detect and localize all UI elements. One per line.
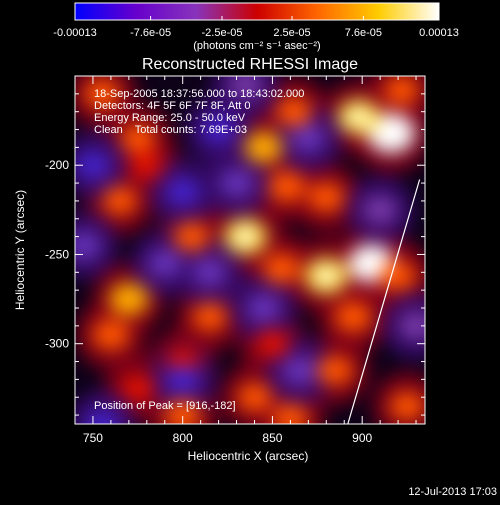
heatmap-coldspot (399, 311, 425, 340)
heatmap-hotspot (120, 123, 156, 153)
colorbar-tick-label: 7.6e-05 (345, 27, 382, 39)
heatmap-coldspot (85, 410, 119, 424)
heatmap-coldspot (75, 231, 101, 260)
chart-title: Reconstructed RHESSI Image (142, 56, 358, 73)
axes: 750 800 850 900 -200 -250 -300 (45, 75, 425, 445)
y-tick-label: -300 (45, 337, 69, 351)
annotation-detectors: Detectors: 4F 5F 6F 7F 8F, Att 0 (94, 100, 251, 112)
annotation-time-range: 18-Sep-2005 18:37:56.000 to 18:43:02.000 (94, 88, 304, 100)
heatmap-peak-core (348, 108, 370, 126)
heatmap-coldspot (228, 76, 263, 99)
heatmap-coldspot (219, 169, 254, 198)
heatmap-peak-core (359, 253, 383, 273)
heatmap-hotspot (192, 302, 228, 332)
peak-position-label: Position of Peak = [916,-182] (94, 400, 236, 412)
x-tick-label: 900 (352, 431, 372, 445)
colorbar-tick-label: -2.5e-05 (202, 27, 243, 39)
heatmap-peak-core (234, 227, 257, 246)
y-tick-label: -200 (45, 158, 69, 172)
heatmap-hotspot (272, 403, 309, 424)
heatmap-hotspot (317, 355, 354, 386)
heatmap-hotspot (389, 391, 425, 421)
heatmap-coldspot (192, 258, 227, 287)
heatmap-hotspot (268, 171, 306, 203)
x-axis-label: Heliocentric X (arcsec) (188, 449, 309, 463)
solar-limb-line (347, 179, 421, 424)
heatmap-hotspot (275, 96, 312, 127)
colorbar-units-label: (photons cm⁻² s⁻¹ asec⁻²) (193, 40, 320, 52)
heatmap-hotspot (334, 301, 372, 333)
heatmap-hotspot (173, 221, 210, 252)
colorbar-tick-label: -0.00013 (53, 27, 96, 39)
heatmap-hotspot (109, 282, 149, 316)
heatmap-coldspot (165, 365, 200, 394)
y-axis-label: Heliocentric Y (arcsec) (13, 190, 27, 310)
heatmap-hotspot (129, 151, 164, 180)
heatmap-coldspot (282, 356, 317, 385)
heatmap-hotspot (255, 329, 290, 358)
heatmap-hotspot (244, 131, 283, 164)
colorbar (74, 2, 440, 21)
colorbar-tick-label: 0.00013 (419, 27, 459, 39)
heatmap-coldspot (246, 294, 281, 322)
heatmap-coldspot (76, 151, 110, 180)
heatmap-sources (75, 76, 425, 424)
heatmap-coldspot (363, 195, 397, 224)
heatmap-hotspot (92, 319, 130, 351)
annotation-clean-counts: Clean Total counts: 7.69E+03 (94, 124, 247, 136)
heatmap-peak-core (378, 123, 403, 144)
x-tick-label: 750 (83, 431, 103, 445)
y-tick-label: -250 (45, 247, 69, 261)
heatmap-hotspot (237, 382, 272, 412)
x-tick-label: 850 (262, 431, 282, 445)
x-tick-label: 800 (173, 431, 193, 445)
colorbar-tick-label: -7.6e-05 (130, 27, 171, 39)
heatmap-hotspot (83, 78, 120, 109)
heatmap-coldspot (291, 124, 326, 153)
heatmap-peak-core (315, 266, 338, 285)
footer-timestamp: 12-Jul-2013 17:03 (408, 486, 497, 498)
plot-frame (74, 75, 426, 425)
heatmap-hotspot (380, 260, 417, 291)
heatmap-hotspot (102, 186, 138, 216)
heatmap-hotspot (121, 374, 155, 403)
colorbar-tick-label: 2.5e-05 (273, 27, 310, 39)
heatmap-hotspot (384, 76, 420, 105)
heatmap-coldspot (147, 249, 182, 278)
heatmap-hotspot (164, 399, 202, 424)
colorbar-ticks: -0.00013 -7.6e-05 -2.5e-05 2.5e-05 7.6e-05 0.… (53, 16, 459, 39)
heatmap-coldspot (201, 115, 236, 144)
heatmap-coldspot (165, 178, 200, 206)
heatmap-hotspot (262, 253, 301, 285)
heatmap-hotspot (308, 182, 345, 213)
annotation-energy-range: Energy Range: 25.0 - 50.0 keV (94, 112, 246, 124)
